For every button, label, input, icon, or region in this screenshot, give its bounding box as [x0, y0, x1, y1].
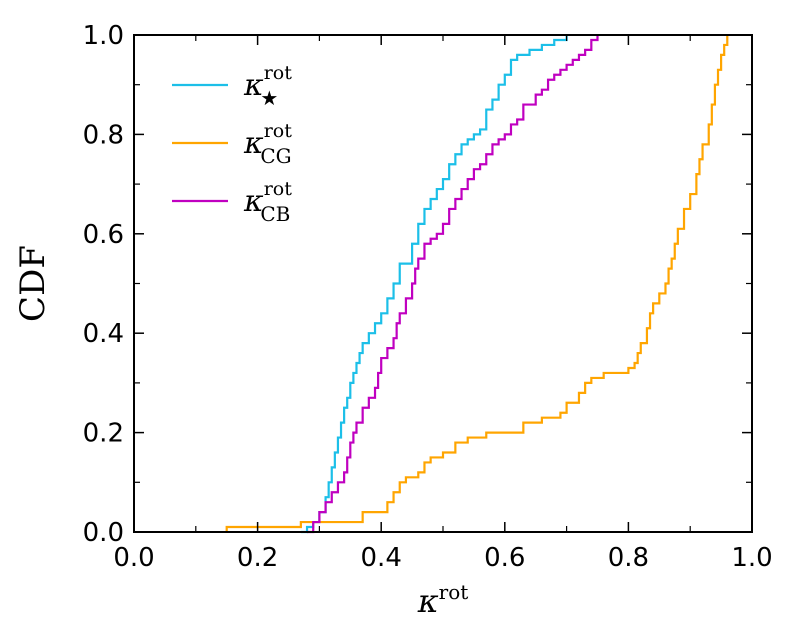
series-line-2 — [225, 35, 729, 532]
x-tick-label: 0.8 — [608, 543, 649, 573]
x-axis-label: κrot — [417, 580, 469, 620]
plot-frame — [133, 34, 753, 533]
series-line-1 — [300, 35, 568, 534]
y-tick-label: 0.2 — [83, 419, 124, 449]
y-tick-label: 0.6 — [83, 220, 124, 250]
ticks-layer: 0.0 0.2 0.4 0.6 0.8 1.0 0.0 0.2 0.4 0.6 0.8 1.0 — [83, 21, 773, 573]
series-line-3 — [307, 35, 599, 534]
y-tick-label: 1.0 — [83, 21, 124, 51]
y-tick-label: 0.8 — [83, 120, 124, 150]
legend-label-2: κrot CG — [243, 120, 292, 168]
series-layer — [225, 35, 729, 534]
y-tick-label: 0.0 — [83, 518, 124, 548]
y-axis-label: CDF — [13, 245, 53, 322]
y-tick-label: 0.4 — [83, 319, 124, 349]
x-axis-label-base: κ — [417, 582, 439, 620]
legend-label-1: κrot ★ — [243, 62, 292, 110]
legend: κrot ★ κrot CG κrot CB — [172, 62, 292, 226]
x-tick-label: 0.4 — [361, 543, 402, 573]
x-tick-label: 0.2 — [237, 543, 278, 573]
x-tick-label: 1.0 — [731, 543, 772, 573]
x-tick-label: 0.0 — [113, 543, 154, 573]
x-axis-label-sup: rot — [439, 580, 469, 604]
legend-label-3: κrot CB — [243, 178, 292, 226]
x-tick-label: 0.6 — [484, 543, 525, 573]
